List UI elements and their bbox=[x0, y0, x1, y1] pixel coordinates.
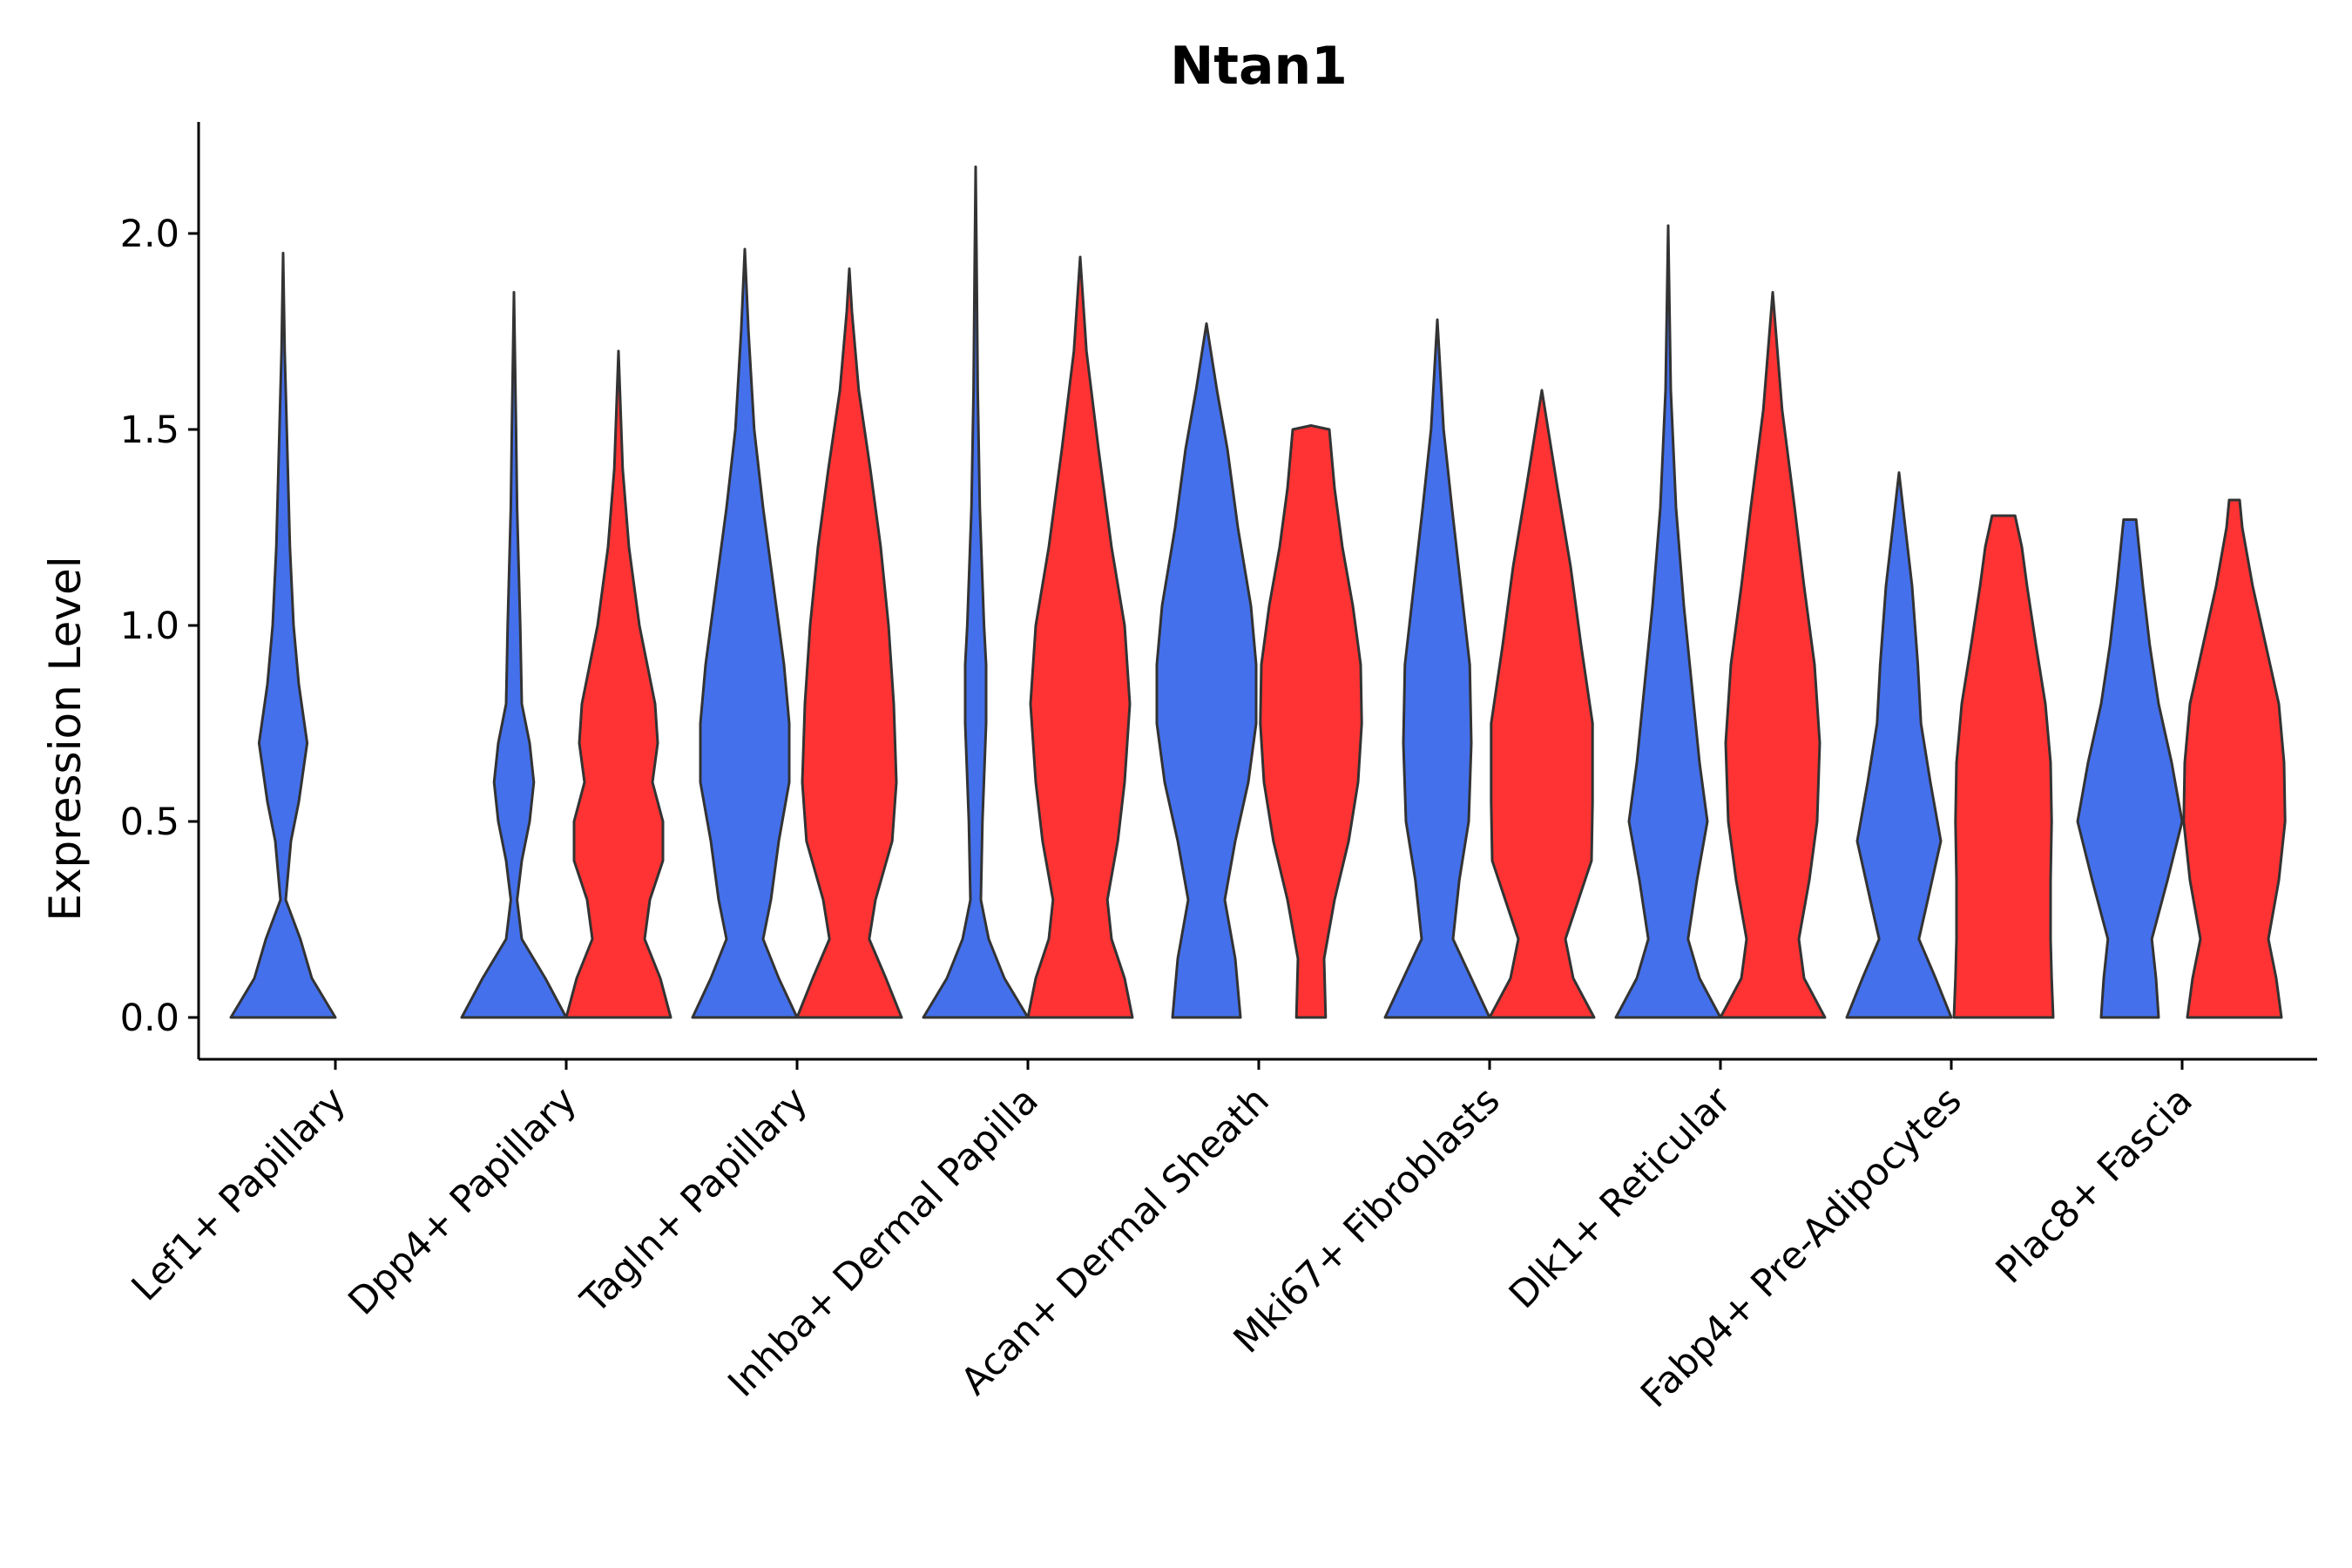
violin-red bbox=[564, 349, 672, 1019]
y-tick-label: 0.0 bbox=[120, 997, 179, 1040]
violin-red bbox=[795, 267, 903, 1019]
y-tick-label: 0.5 bbox=[120, 801, 179, 844]
y-tick-label: 1.0 bbox=[120, 605, 179, 648]
violin-blue bbox=[1845, 471, 1953, 1019]
violin-blue bbox=[460, 291, 568, 1019]
violin-blue bbox=[229, 252, 337, 1019]
violin-red bbox=[1719, 291, 1827, 1019]
y-tick-label: 1.5 bbox=[120, 409, 179, 452]
chart-title: Ntan1 bbox=[1170, 36, 1348, 97]
violin-red bbox=[1488, 389, 1596, 1019]
violin-red bbox=[1259, 424, 1363, 1019]
violin-blue bbox=[1614, 224, 1722, 1019]
violin-blue bbox=[691, 247, 799, 1019]
violin-blue bbox=[1155, 322, 1258, 1019]
violin-blue bbox=[2076, 518, 2184, 1019]
violin-red bbox=[2182, 498, 2287, 1019]
violin-group bbox=[229, 166, 2287, 1019]
violin-red bbox=[1952, 514, 2055, 1019]
y-tick-label: 2.0 bbox=[120, 213, 179, 256]
y-axis: 0.0 0.5 1.0 1.5 2.0 bbox=[120, 122, 200, 1059]
violin-red bbox=[1026, 255, 1134, 1019]
violin-blue bbox=[1383, 318, 1491, 1019]
y-axis-label: Expression Level bbox=[40, 556, 91, 921]
violin-blue bbox=[922, 166, 1030, 1019]
